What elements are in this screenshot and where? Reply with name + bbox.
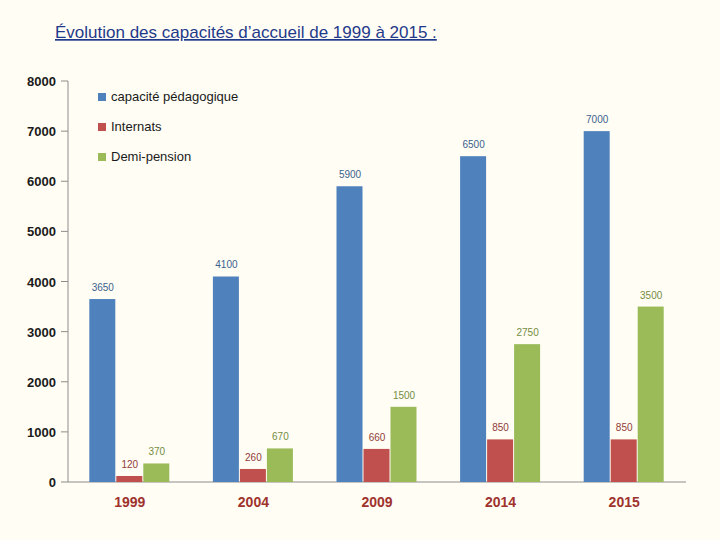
bar bbox=[267, 448, 293, 482]
bar bbox=[240, 469, 266, 482]
data-label: 7000 bbox=[586, 114, 609, 125]
data-label: 850 bbox=[616, 422, 633, 433]
y-tick-label: 2000 bbox=[27, 375, 56, 390]
data-labels: 3650 120 370 4100 260 670 5900 660 1500 6500 850 27… bbox=[92, 114, 663, 470]
y-tick bbox=[61, 231, 68, 232]
y-tick bbox=[61, 81, 68, 82]
bar bbox=[611, 439, 637, 482]
y-tick bbox=[61, 381, 68, 382]
data-label: 3650 bbox=[92, 282, 115, 293]
bar bbox=[584, 131, 610, 482]
data-label: 5900 bbox=[339, 169, 362, 180]
x-tick-label: 2014 bbox=[485, 494, 516, 510]
data-label: 1500 bbox=[393, 390, 416, 401]
bar bbox=[487, 439, 513, 482]
bar bbox=[213, 276, 239, 482]
bar bbox=[391, 407, 417, 482]
x-tick-label: 2009 bbox=[361, 494, 392, 510]
data-label: 670 bbox=[272, 431, 289, 442]
bar bbox=[364, 449, 390, 482]
y-tick-label: 8000 bbox=[27, 74, 56, 89]
bar bbox=[460, 156, 486, 482]
bar bbox=[337, 186, 363, 482]
x-tick-label: 1999 bbox=[114, 494, 145, 510]
bars bbox=[89, 131, 663, 482]
y-tick bbox=[61, 281, 68, 282]
background bbox=[0, 0, 720, 540]
data-label: 850 bbox=[492, 422, 509, 433]
y-tick bbox=[61, 331, 68, 332]
y-tick-label: 5000 bbox=[27, 224, 56, 239]
y-tick-label: 1000 bbox=[27, 425, 56, 440]
bar bbox=[116, 476, 142, 482]
data-label: 370 bbox=[148, 446, 165, 457]
legend-label: capacité pédagogique bbox=[111, 89, 238, 104]
data-label: 3500 bbox=[640, 290, 663, 301]
y-tick bbox=[61, 482, 68, 483]
bar bbox=[638, 307, 664, 482]
y-tick bbox=[61, 131, 68, 132]
y-tick bbox=[61, 431, 68, 432]
legend-swatch bbox=[98, 153, 106, 161]
legend: capacité pédagogique Internats Demi-pensio… bbox=[98, 89, 238, 164]
legend-swatch bbox=[98, 93, 106, 101]
bar bbox=[143, 463, 169, 482]
legend-label: Internats bbox=[111, 119, 162, 134]
y-tick-label: 7000 bbox=[27, 124, 56, 139]
title: Évolution des capacités d’accueil de 199… bbox=[55, 23, 437, 42]
data-label: 120 bbox=[121, 459, 138, 470]
legend-swatch bbox=[98, 123, 106, 131]
data-label: 4100 bbox=[215, 259, 238, 270]
data-label: 6500 bbox=[462, 139, 485, 150]
y-axis bbox=[68, 81, 69, 482]
chart-svg: Évolution des capacités d’accueil de 199… bbox=[0, 0, 720, 540]
bar bbox=[89, 299, 115, 482]
y-tick-label: 4000 bbox=[27, 275, 56, 290]
y-tick-label: 0 bbox=[49, 475, 56, 490]
data-label: 660 bbox=[369, 432, 386, 443]
data-label: 2750 bbox=[516, 327, 539, 338]
legend-label: Demi-pension bbox=[111, 149, 191, 164]
x-tick-label: 2004 bbox=[238, 494, 269, 510]
bar bbox=[514, 344, 540, 482]
data-label: 260 bbox=[245, 452, 262, 463]
y-tick bbox=[61, 181, 68, 182]
chart-container: Évolution des capacités d’accueil de 199… bbox=[0, 0, 720, 540]
y-tick-label: 3000 bbox=[27, 325, 56, 340]
y-tick-label: 6000 bbox=[27, 174, 56, 189]
x-tick-label: 2015 bbox=[609, 494, 640, 510]
